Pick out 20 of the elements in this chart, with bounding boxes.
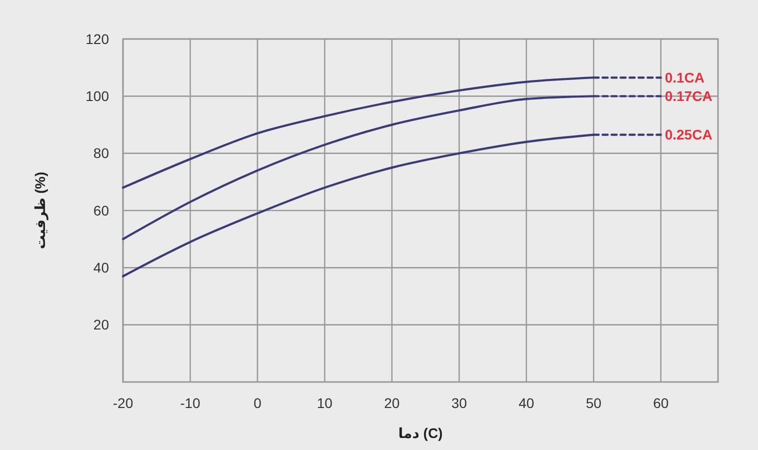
y-tick-label: 120 — [86, 30, 110, 47]
y-tick-label: 100 — [86, 88, 110, 104]
x-tick-label: 30 — [451, 395, 468, 411]
x-tick-label: 50 — [586, 395, 602, 411]
x-tick-label: -20 — [112, 395, 134, 411]
y-tick-label: 40 — [93, 260, 110, 276]
x-tick-label: 40 — [518, 395, 534, 411]
x-tick-label: 20 — [384, 395, 400, 411]
y-axis-title: ظرفیت (%) — [32, 172, 49, 250]
text: 0.1CA — [664, 69, 705, 86]
x-tick-label: 0 — [254, 395, 262, 411]
x-axis-title: دما (C) — [398, 425, 443, 441]
text: 0.17CA — [664, 88, 712, 104]
x-tick-label: 60 — [653, 395, 669, 411]
x-tick-label: 10 — [316, 395, 333, 411]
x-tick-label: -10 — [180, 395, 201, 411]
y-tick-label: 20 — [93, 316, 110, 333]
y-tick-label: 60 — [93, 202, 110, 218]
y-tick-label: 80 — [93, 145, 110, 162]
text: 0.25CA — [664, 126, 712, 143]
